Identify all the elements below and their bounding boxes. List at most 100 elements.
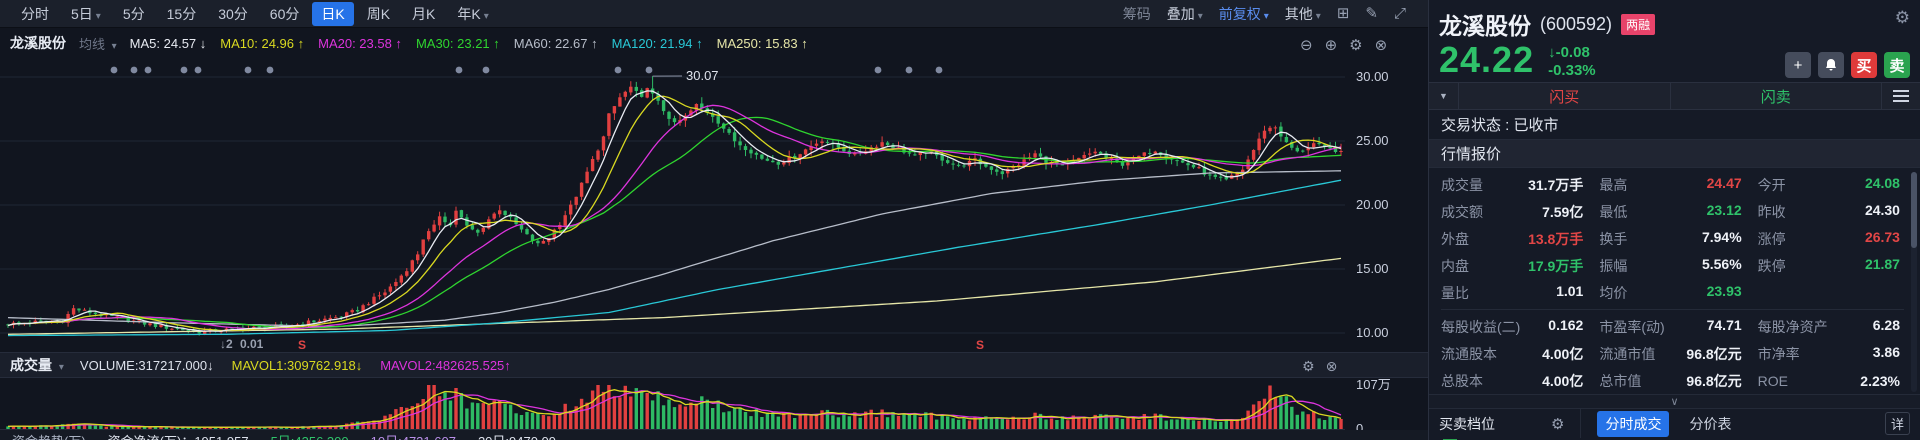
quote-value: 7.59亿 (1542, 203, 1584, 220)
volume-title[interactable]: 成交量 ▾ (10, 357, 64, 373)
bottom-tabs: 买卖档位 ⚙ 分时成交 分价表 详 (1429, 408, 1920, 438)
expand-icon[interactable]: ⤢ (1393, 5, 1406, 22)
quote-cell: 每股收益(二) 0.162 (1441, 317, 1599, 337)
period-5分[interactable]: 5分 (122, 5, 145, 22)
quote-label: ROE (1757, 372, 1788, 389)
quote-label: 跌停 (1757, 257, 1786, 274)
chart-pane: 30.00 25.00 20.00 15.00 10.00 107万 0 30.07 ↓2 0.0… (0, 0, 1428, 440)
toolbar-前复权[interactable]: 前复权 ▾ (1218, 5, 1269, 22)
quote-cell: 成交额 7.59亿 (1441, 202, 1599, 222)
svg-text:S: S (976, 338, 984, 352)
period-30分[interactable]: 30分 (218, 5, 248, 22)
fund-trend-text: 5日:4356.300 (271, 431, 349, 440)
quote-label: 涨停 (1757, 230, 1786, 247)
tab-tick-trades[interactable]: 分时成交 (1597, 410, 1670, 437)
quote-cell: 流通股本 4.00亿 (1441, 344, 1599, 364)
fund-trend-strip: 资金趋势(万) 资金净流(万)：1951.957 5日:4356.300 10日:47… (0, 430, 1428, 440)
period-5日[interactable]: 5日 ▾ (71, 5, 101, 22)
ma-value: MA120: 21.94 ↑ (611, 35, 703, 51)
quote-value: 3.86 (1872, 343, 1900, 360)
settings-gear-icon[interactable]: ⚙ (1551, 415, 1565, 433)
chevron-down-icon: ▾ (58, 362, 64, 373)
svg-text:↓2: ↓2 (220, 337, 233, 351)
quote-label: 成交额 (1441, 203, 1483, 220)
period-日K[interactable]: 日K (312, 1, 354, 26)
detail-button[interactable]: 详 (1884, 412, 1910, 435)
ma-value: MA30: 23.21 ↑ (415, 35, 500, 51)
volume-value: MAVOL1:309762.918↓ (231, 357, 363, 373)
alert-bell-button[interactable] (1818, 52, 1844, 78)
chart-controls: ⊖ ⊕ ⚙ ⊗ (1300, 36, 1387, 54)
flash-trade-row: ▼ 闪买 闪卖 (1429, 82, 1920, 110)
period-60分[interactable]: 60分 (269, 5, 300, 22)
quote-cell: 均价 23.93 (1599, 283, 1757, 303)
flash-sell-button[interactable]: 闪卖 (1671, 83, 1882, 109)
chevron-down-icon: ▾ (1263, 10, 1269, 22)
svg-text:0: 0 (1356, 421, 1363, 436)
buy-button[interactable]: 买 (1851, 52, 1877, 78)
svg-text:107万: 107万 (1356, 377, 1391, 392)
quote-value: 4.00亿 (1542, 372, 1584, 389)
period-月K[interactable]: 月K (412, 5, 436, 22)
settings-gear-icon[interactable]: ⚙ (1302, 358, 1315, 374)
table-row: 外盘 13.8万手 换手 7.94% 涨停 26.73 (1441, 225, 1904, 252)
margin-trading-badge: 两融 (1621, 13, 1656, 35)
ma-type-selector[interactable]: 均线 ▾ (79, 36, 117, 52)
quote-label: 每股收益(二) (1441, 318, 1521, 335)
toolbar-其他[interactable]: 其他 ▾ (1284, 5, 1321, 22)
zoom-in-icon[interactable]: ⊕ (1324, 37, 1338, 54)
close-icon[interactable]: ⊗ (1325, 358, 1338, 374)
ma-values: MA5: 24.57 ↓ MA10: 24.96 ↑ MA20: 23.58 ↑ MA… (130, 36, 808, 51)
quote-cell: 量比 1.01 (1441, 283, 1599, 303)
period-分时[interactable]: 分时 (21, 5, 49, 22)
quote-cell: 跌停 21.87 (1758, 256, 1904, 276)
quote-label: 昨收 (1757, 203, 1786, 220)
table-row: 成交额 7.59亿 最低 23.12 昨收 24.30 (1441, 198, 1904, 225)
price-change: ↓-0.08 -0.33% (1548, 44, 1596, 79)
quote-label: 市盈率(动) (1599, 318, 1665, 335)
settings-gear-icon[interactable]: ⚙ (1349, 37, 1363, 54)
quote-label: 每股净资产 (1757, 318, 1828, 335)
candlestick-chart[interactable]: 30.00 25.00 20.00 15.00 10.00 107万 0 30.07 ↓2 0.0… (0, 0, 1428, 440)
period-15分[interactable]: 15分 (166, 5, 197, 22)
menu-hamburger-icon[interactable] (1882, 83, 1920, 109)
last-price: 24.22 (1439, 39, 1535, 80)
brush-icon[interactable]: ✎ (1365, 5, 1378, 22)
quote-value: 23.93 (1706, 282, 1742, 299)
fund-trend-text: 资金净流(万)：1951.957 (108, 431, 249, 440)
table-row: 流通股本 4.00亿 流通市值 96.8亿元 市净率 3.86 (1441, 340, 1904, 367)
quote-cell: 最高 24.47 (1599, 175, 1757, 195)
quote-panel: ⚙ 龙溪股份 (600592) 两融 24.22 ↓-0.08 -0.33% + (1428, 0, 1920, 440)
table-row: 内盘 17.9万手 振幅 5.56% 跌停 21.87 (1441, 252, 1904, 279)
quote-rows-main: 成交量 31.7万手 最高 24.47 今开 24.08 成交额 7.59亿 最低 23.12 昨收… (1441, 171, 1904, 306)
grid-icon[interactable]: ⊞ (1336, 5, 1350, 22)
toolbar-叠加[interactable]: 叠加 ▾ (1166, 5, 1203, 22)
quote-value: 96.8亿元 (1686, 345, 1742, 362)
quote-cell: 昨收 24.30 (1758, 202, 1904, 222)
expand-chevron[interactable]: ∨ (1429, 394, 1920, 408)
period-年K[interactable]: 年K ▾ (457, 5, 489, 22)
zoom-out-icon[interactable]: ⊖ (1300, 37, 1313, 54)
collapse-quote-icon[interactable]: ▼ (1429, 83, 1459, 109)
table-row: 总股本 4.00亿 总市值 96.8亿元 ROE 2.23% (1441, 367, 1904, 394)
quote-value: 4.00亿 (1542, 345, 1584, 362)
svg-text:20.00: 20.00 (1356, 197, 1389, 212)
close-icon[interactable]: ⊗ (1374, 37, 1388, 54)
add-to-watchlist-button[interactable]: + (1785, 52, 1811, 78)
scrollbar-thumb[interactable] (1911, 172, 1917, 248)
scrollbar[interactable] (1911, 172, 1917, 392)
quote-label: 流通股本 (1441, 345, 1497, 362)
toolbar-筹码[interactable]: 筹码 (1122, 5, 1151, 22)
quote-cell: 总市值 96.8亿元 (1599, 371, 1757, 391)
sell-button[interactable]: 卖 (1884, 52, 1910, 78)
quote-value: 26.73 (1864, 228, 1900, 245)
volume-indicator-row: 成交量 ▾ VOLUME:317217.000↓ MAVOL1:309762.91… (0, 352, 1428, 378)
quote-value: 96.8亿元 (1686, 372, 1742, 389)
down-arrow-icon: ↓ (1548, 44, 1556, 61)
period-周K[interactable]: 周K (366, 5, 391, 22)
tab-price-table[interactable]: 分价表 (1689, 415, 1732, 432)
tab-order-book[interactable]: 买卖档位 (1439, 415, 1495, 432)
quote-value: 17.9万手 (1528, 257, 1584, 274)
flash-buy-button[interactable]: 闪买 (1459, 83, 1671, 109)
panel-gear-icon[interactable]: ⚙ (1894, 8, 1910, 27)
